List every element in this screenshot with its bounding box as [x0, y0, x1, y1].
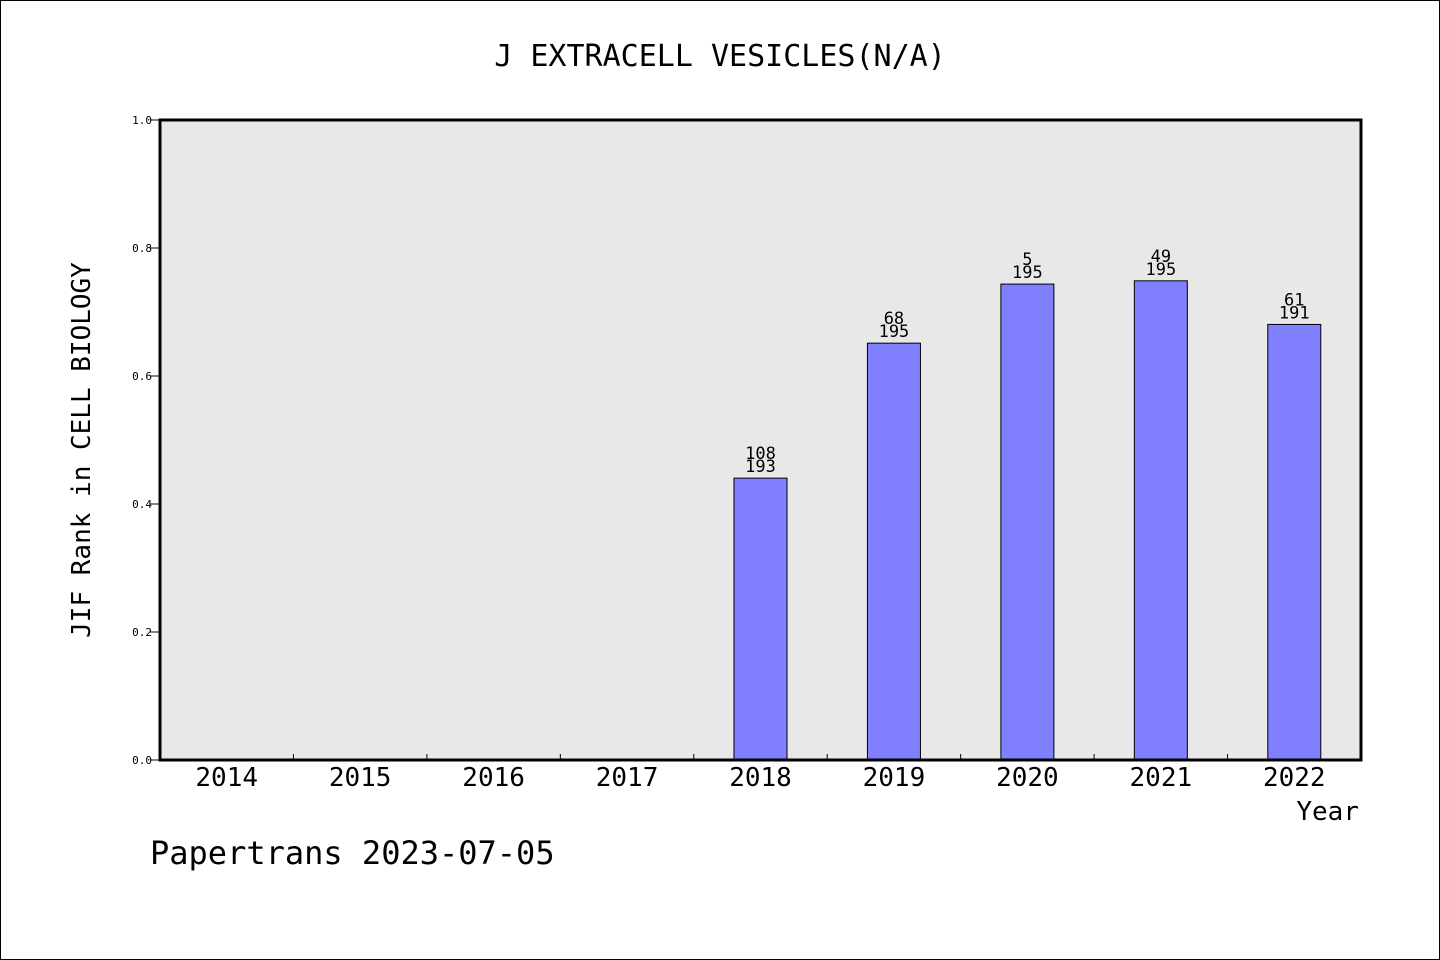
- x-tick-label: 2016: [462, 763, 525, 793]
- x-tick-label: 2019: [863, 763, 926, 793]
- x-tick-label: 2014: [195, 763, 258, 793]
- plot-border: [158, 118, 1363, 762]
- y-tick-label: 1.0: [132, 114, 152, 127]
- y-tick-label: 0.8: [132, 242, 152, 255]
- y-tick-label: 0.0: [132, 754, 152, 767]
- x-tick-label: 2017: [596, 763, 659, 793]
- bar-label-rank: 108: [745, 444, 776, 464]
- bar-label-rank: 49: [1151, 247, 1171, 267]
- bar-label-rank: 68: [884, 309, 904, 329]
- bar-label-rank: 5: [1022, 250, 1032, 270]
- y-tick-label: 0.4: [132, 498, 152, 511]
- bar: [1267, 323, 1322, 761]
- x-tick-label: 2015: [329, 763, 392, 793]
- bar-label-rank: 61: [1284, 290, 1304, 310]
- bar: [733, 477, 788, 761]
- x-axis-label: Year: [1296, 797, 1359, 827]
- x-tick-label: 2022: [1263, 763, 1326, 793]
- x-tick-label: 2021: [1130, 763, 1193, 793]
- y-tick-label: 0.6: [132, 370, 152, 383]
- bar-label-total: 191: [1279, 303, 1310, 323]
- y-axis: 0.0 0.2 0.4 0.6 0.8 1.0: [132, 114, 160, 767]
- bar-label-total: 195: [879, 322, 910, 342]
- y-tick-label: 0.2: [132, 626, 152, 639]
- bar-label-total: 195: [1012, 263, 1043, 283]
- y-axis-label: JIF Rank in CELL BIOLOGY: [67, 262, 97, 638]
- x-axis: 2014 2015 2016 2017 2018 2019 2020 2021 2022: [195, 754, 1326, 793]
- bar: [866, 342, 921, 761]
- x-tick-label: 2020: [996, 763, 1059, 793]
- chart-title: J EXTRACELL VESICLES(N/A): [494, 39, 946, 74]
- bar: [1000, 283, 1055, 761]
- bar-label-total: 193: [745, 457, 776, 477]
- bar-label-total: 195: [1145, 260, 1176, 280]
- x-tick-label: 2018: [729, 763, 792, 793]
- bar: [1133, 280, 1188, 761]
- footer-text: Papertrans 2023-07-05: [150, 834, 555, 872]
